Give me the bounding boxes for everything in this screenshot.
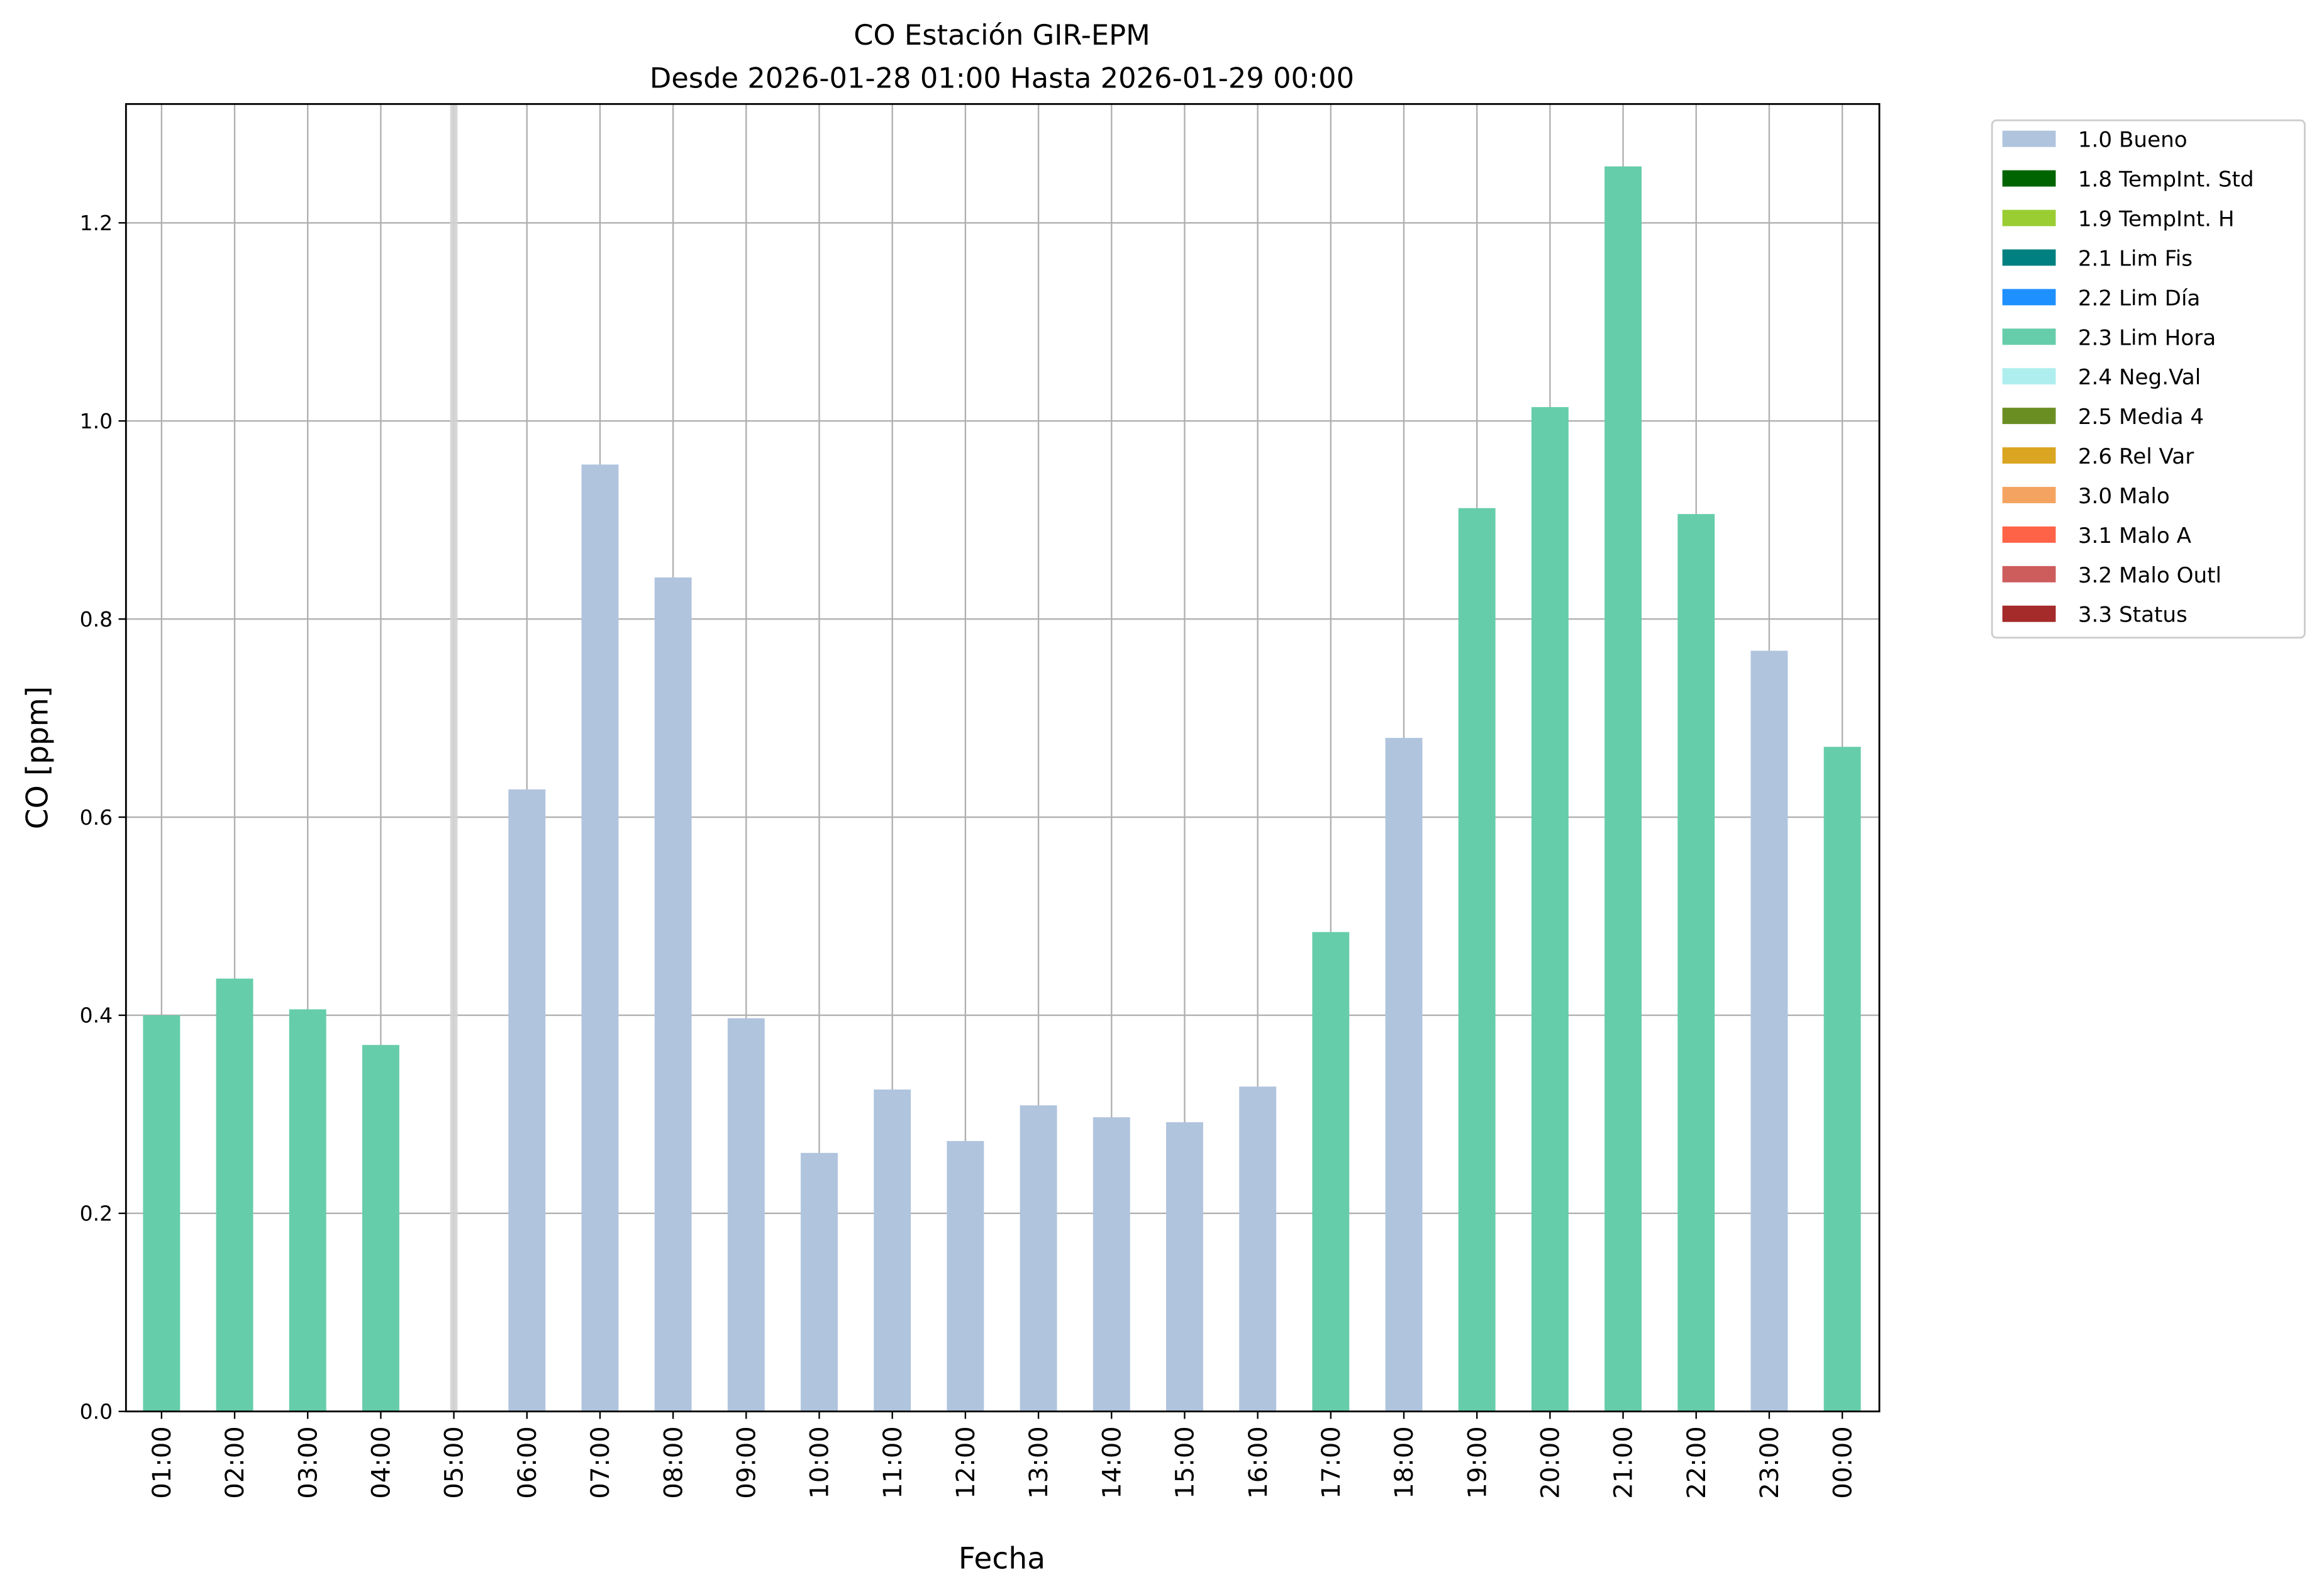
legend-label: 2.3 Lim Hora xyxy=(2078,325,2216,350)
legend-swatch xyxy=(2002,605,2056,622)
y-tick-label: 1.2 xyxy=(80,211,113,235)
x-tick-label: 12:00 xyxy=(952,1426,981,1498)
x-tick-label: 20:00 xyxy=(1537,1426,1565,1498)
legend-swatch xyxy=(2002,289,2056,306)
x-tick-label: 04:00 xyxy=(367,1426,396,1498)
legend-label: 2.2 Lim Día xyxy=(2078,286,2201,311)
bar xyxy=(1531,407,1569,1412)
legend-label: 2.1 Lim Fis xyxy=(2078,246,2193,271)
x-tick-label: 15:00 xyxy=(1171,1426,1200,1498)
y-axis-label: CO [ppm] xyxy=(20,686,55,829)
x-tick-label: 08:00 xyxy=(659,1426,688,1498)
missing-data-band xyxy=(450,104,458,1412)
x-tick-label: 16:00 xyxy=(1244,1426,1273,1498)
legend-swatch xyxy=(2002,170,2056,187)
x-tick-label: 02:00 xyxy=(221,1426,250,1498)
y-tick-label: 0.8 xyxy=(80,607,113,632)
bar xyxy=(1604,166,1642,1412)
x-tick-label: 10:00 xyxy=(806,1426,835,1498)
legend-swatch xyxy=(2002,249,2056,266)
bar xyxy=(216,978,253,1412)
legend-swatch xyxy=(2002,566,2056,582)
bar xyxy=(1823,747,1861,1412)
bar xyxy=(1458,508,1496,1412)
y-axis: 0.0 0.2 0.4 0.6 0.8 1.0 1.2 xyxy=(80,211,126,1424)
bar xyxy=(1020,1105,1057,1412)
bar xyxy=(874,1090,911,1412)
legend-swatch xyxy=(2002,328,2056,345)
bar xyxy=(947,1140,984,1412)
x-tick-label: 09:00 xyxy=(732,1426,761,1498)
legend: 1.0 Bueno 1.8 TempInt. Std 1.9 TempInt. H 2… xyxy=(1991,119,2306,639)
legend-label: 3.1 Malo A xyxy=(2078,523,2192,549)
bar xyxy=(1093,1117,1130,1412)
bar xyxy=(654,577,692,1412)
plot-frame xyxy=(125,103,1881,1413)
bar xyxy=(362,1045,399,1412)
legend-label: 2.6 Rel Var xyxy=(2078,444,2194,469)
bar xyxy=(727,1018,765,1412)
x-tick-label: 07:00 xyxy=(586,1426,615,1498)
bar xyxy=(1166,1122,1203,1412)
x-tick-label: 19:00 xyxy=(1463,1426,1492,1498)
bar xyxy=(289,1009,326,1412)
x-tick-label: 13:00 xyxy=(1025,1426,1054,1498)
legend-swatch xyxy=(2002,526,2056,543)
legend-label: 2.5 Media 4 xyxy=(2078,404,2204,430)
chart-subtitle: Desde 2026-01-28 01:00 Hasta 2026-01-29 … xyxy=(650,61,1354,94)
x-tick-label: 17:00 xyxy=(1317,1426,1346,1498)
legend-label: 3.0 Malo xyxy=(2078,484,2170,509)
x-tick-label: 18:00 xyxy=(1390,1426,1419,1498)
legend-label: 3.2 Malo Outl xyxy=(2078,563,2221,588)
y-tick-label: 1.0 xyxy=(80,409,113,433)
bar xyxy=(1385,738,1423,1412)
legend-swatch xyxy=(2002,368,2056,385)
chart-title: CO Estación GIR-EPM xyxy=(853,18,1150,52)
legend-swatch xyxy=(2002,209,2056,226)
x-tick-label: 06:00 xyxy=(513,1426,542,1498)
x-tick-label: 05:00 xyxy=(440,1426,469,1498)
x-axis: 01:00 02:00 03:00 04:00 05:00 06:00 07:00 08:00… xyxy=(148,1411,1857,1499)
bar xyxy=(801,1152,838,1412)
legend-label: 1.0 Bueno xyxy=(2078,128,2188,153)
y-tick-label: 0.2 xyxy=(80,1201,113,1226)
x-tick-label: 22:00 xyxy=(1682,1426,1711,1498)
legend-swatch xyxy=(2002,408,2056,425)
x-tick-label: 11:00 xyxy=(879,1426,908,1498)
legend-label: 2.4 Neg.Val xyxy=(2078,365,2201,390)
y-tick-label: 0.4 xyxy=(80,1003,113,1028)
legend-swatch xyxy=(2002,487,2056,503)
bar xyxy=(1239,1086,1277,1412)
bar xyxy=(1677,514,1715,1412)
x-tick-label: 14:00 xyxy=(1098,1426,1126,1498)
legend-label: 3.3 Status xyxy=(2078,603,2188,628)
x-tick-label: 21:00 xyxy=(1610,1426,1638,1498)
bars xyxy=(143,104,1861,1412)
x-tick-label: 00:00 xyxy=(1828,1426,1857,1498)
legend-label: 1.9 TempInt. H xyxy=(2078,207,2235,232)
x-axis-label: Fecha xyxy=(959,1542,1045,1576)
x-tick-label: 01:00 xyxy=(148,1426,177,1498)
legend-swatch xyxy=(2002,447,2056,464)
bar xyxy=(1312,932,1350,1412)
legend-swatch xyxy=(2002,130,2056,147)
x-tick-label: 03:00 xyxy=(294,1426,323,1498)
legend-label: 1.8 TempInt. Std xyxy=(2078,167,2254,192)
x-tick-label: 23:00 xyxy=(1755,1426,1784,1498)
y-tick-label: 0.6 xyxy=(80,805,113,830)
bar xyxy=(1750,650,1788,1412)
bar xyxy=(143,1015,181,1412)
y-tick-label: 0.0 xyxy=(80,1400,113,1424)
bar xyxy=(581,464,619,1412)
bar xyxy=(508,789,546,1412)
